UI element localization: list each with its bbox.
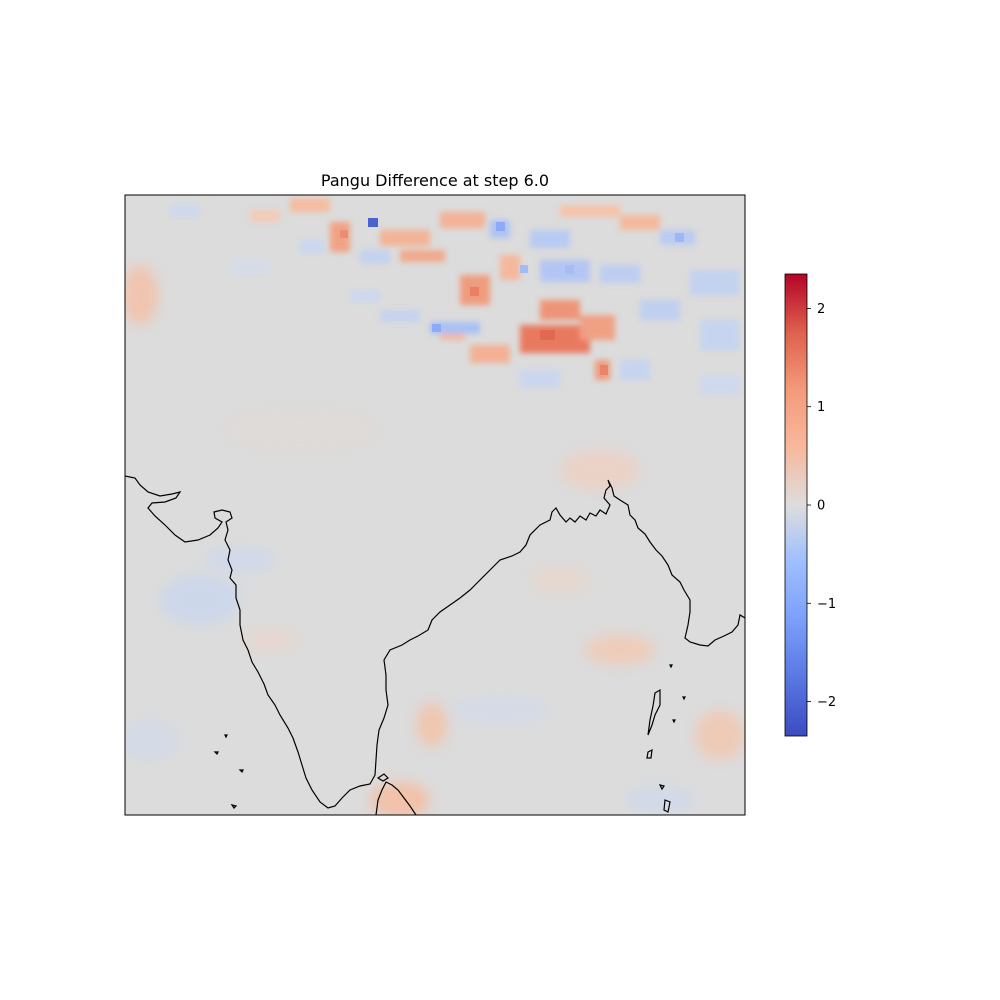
colorbar: 2 1 0 −1 −2 (784, 273, 836, 737)
colorbar-ticks: 2 1 0 −1 −2 (807, 302, 836, 710)
colorbar-tick-label: −2 (817, 695, 836, 710)
plot-title: Pangu Difference at step 6.0 (320, 171, 550, 190)
heatmap-field (125, 195, 745, 815)
colorbar-tick-label: 2 (817, 302, 825, 317)
colorbar-gradient (784, 273, 808, 737)
colorbar-tick-label: 0 (817, 499, 825, 514)
colorbar-tick-label: 1 (817, 400, 825, 415)
colorbar-tick-label: −1 (817, 597, 836, 612)
map-frame (124, 194, 746, 816)
coastline (125, 475, 745, 815)
